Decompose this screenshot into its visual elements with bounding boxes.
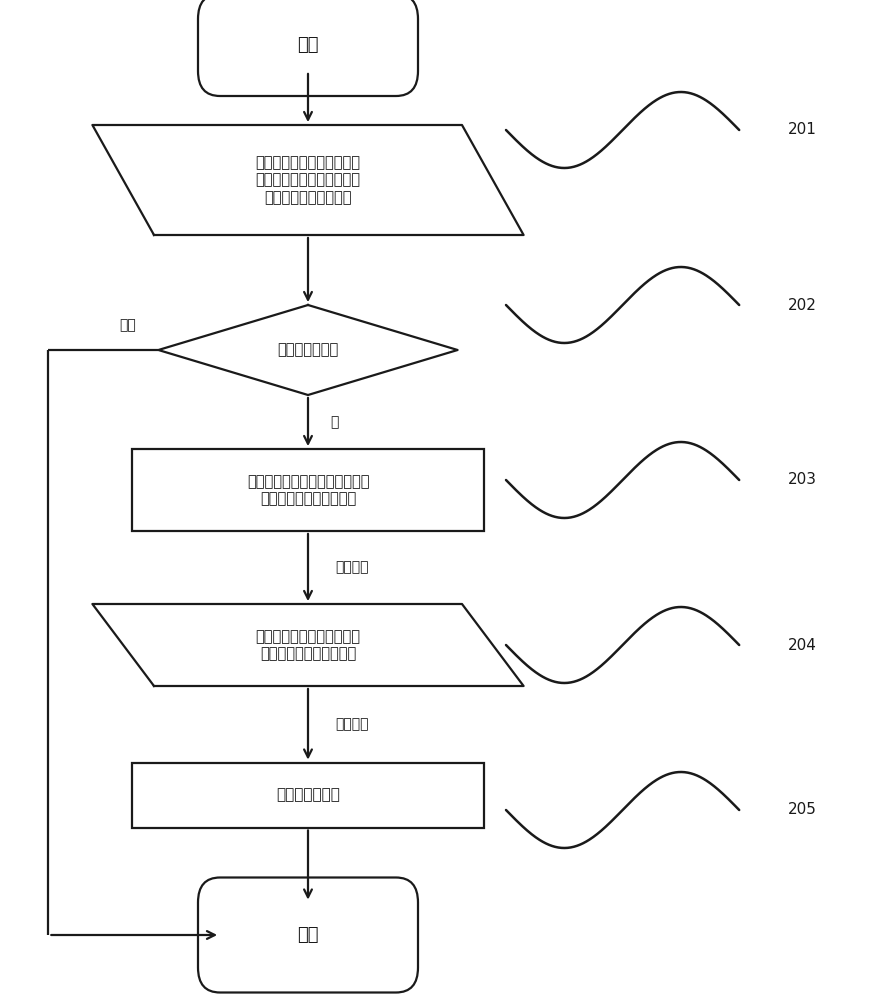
Text: 204: 204 xyxy=(788,638,817,652)
Polygon shape xyxy=(158,305,458,395)
Text: 判断是否有事件: 判断是否有事件 xyxy=(277,342,339,358)
Text: 205: 205 xyxy=(788,802,817,818)
Text: 保存到数据库中: 保存到数据库中 xyxy=(276,788,340,802)
Bar xyxy=(132,762,484,828)
Polygon shape xyxy=(92,125,524,235)
Text: 保存入库: 保存入库 xyxy=(335,717,369,731)
FancyBboxPatch shape xyxy=(198,878,418,992)
Text: 201: 201 xyxy=(788,122,817,137)
Text: 产生的聚类中心点，聚类半
径，以及对应的事件数量: 产生的聚类中心点，聚类半 径，以及对应的事件数量 xyxy=(255,629,361,661)
Polygon shape xyxy=(92,604,524,686)
Text: 根据事件经纬度，以及聚类半径
进行计算，生成聚类集合: 根据事件经纬度，以及聚类半径 进行计算，生成聚类集合 xyxy=(246,474,370,506)
Text: 202: 202 xyxy=(788,298,817,312)
Text: 结束: 结束 xyxy=(297,926,319,944)
Text: 有: 有 xyxy=(330,415,339,429)
FancyBboxPatch shape xyxy=(198,0,418,96)
Text: 203: 203 xyxy=(788,473,817,488)
Bar xyxy=(132,449,484,531)
Text: 没有: 没有 xyxy=(119,318,136,332)
Text: 根据时间范围以及事件类型
查询事件（垃圾事件类型：
暴露垃圾，垃圾溢满）: 根据时间范围以及事件类型 查询事件（垃圾事件类型： 暴露垃圾，垃圾溢满） xyxy=(255,155,361,205)
Text: 输出结果: 输出结果 xyxy=(335,560,369,574)
Text: 开始: 开始 xyxy=(297,36,319,54)
